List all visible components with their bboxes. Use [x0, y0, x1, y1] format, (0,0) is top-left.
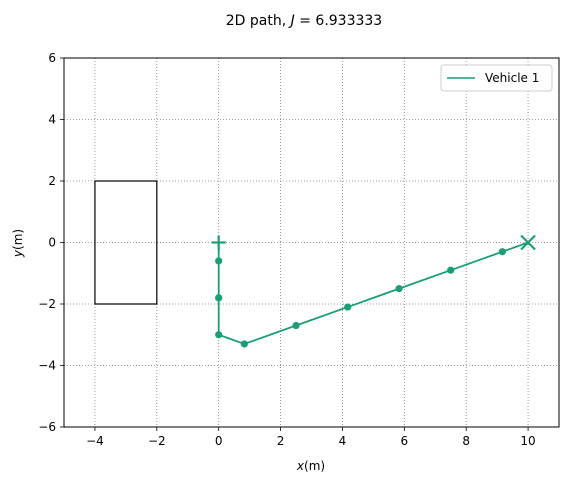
y-tick-label: −4: [38, 359, 56, 373]
data-point: [395, 285, 403, 293]
data-point: [215, 257, 223, 265]
data-point: [215, 331, 223, 339]
legend-label: Vehicle 1: [485, 71, 539, 85]
x-tick-label: 0: [215, 434, 223, 448]
y-tick-label: −6: [38, 420, 56, 434]
data-point: [498, 248, 506, 256]
x-tick-label: 6: [400, 434, 408, 448]
end-marker: [520, 234, 536, 251]
data-point: [344, 303, 352, 311]
legend-box: [440, 64, 553, 92]
series-layer: [211, 234, 536, 348]
data-point: [447, 266, 455, 274]
chart-title: 2D path, J = 6.933333: [226, 13, 382, 29]
y-axis-label: y(m): [11, 229, 25, 258]
x-tick-label: 2: [277, 434, 285, 448]
x-tick-label: 4: [339, 434, 347, 448]
axis-ticks: −4 −2 0 2 4 6 8 10 −6 −4 −2 0 2 4 6: [38, 51, 535, 448]
data-point: [240, 340, 248, 348]
data-point: [292, 321, 300, 330]
x-tick-label: 8: [462, 434, 470, 448]
obstacle-layer: [94, 180, 158, 305]
legend: Vehicle 1: [440, 64, 553, 92]
y-tick-label: 2: [48, 174, 56, 188]
data-point: [215, 294, 223, 302]
y-tick-label: 6: [48, 51, 56, 65]
x-axis-label: x(m): [296, 459, 325, 473]
y-tick-label: 4: [48, 113, 56, 127]
y-tick-label: 0: [48, 236, 56, 250]
x-tick-label: 10: [520, 434, 535, 448]
y-tick-label: −2: [38, 297, 56, 311]
x-tick-label: −2: [148, 434, 166, 448]
obstacle-rect: [94, 180, 158, 305]
x-tick-label: −4: [86, 434, 104, 448]
start-marker: [211, 235, 226, 250]
